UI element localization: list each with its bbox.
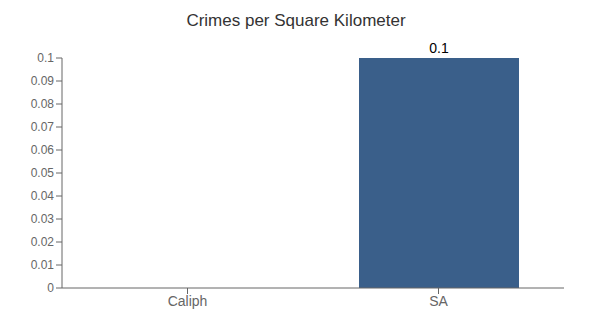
svg-text:0.07: 0.07 [31,120,55,134]
svg-text:0.1: 0.1 [429,40,449,56]
svg-text:0.01: 0.01 [31,258,55,272]
svg-text:0.09: 0.09 [31,74,55,88]
html-text:Crimes per Square Kilometer: Crimes per Square Kilometer [186,11,406,30]
svg-text:0.04: 0.04 [31,189,55,203]
svg-text:SA: SA [429,293,448,309]
svg-text:0.03: 0.03 [31,212,55,226]
svg-text:0.06: 0.06 [31,143,55,157]
svg-text:0.08: 0.08 [31,97,55,111]
svg-text:Caliph: Caliph [168,293,208,309]
svg-text:0.1: 0.1 [37,51,54,65]
svg-text:0.02: 0.02 [31,235,55,249]
svg-text:0: 0 [47,281,54,295]
svg-text:0.05: 0.05 [31,166,55,180]
